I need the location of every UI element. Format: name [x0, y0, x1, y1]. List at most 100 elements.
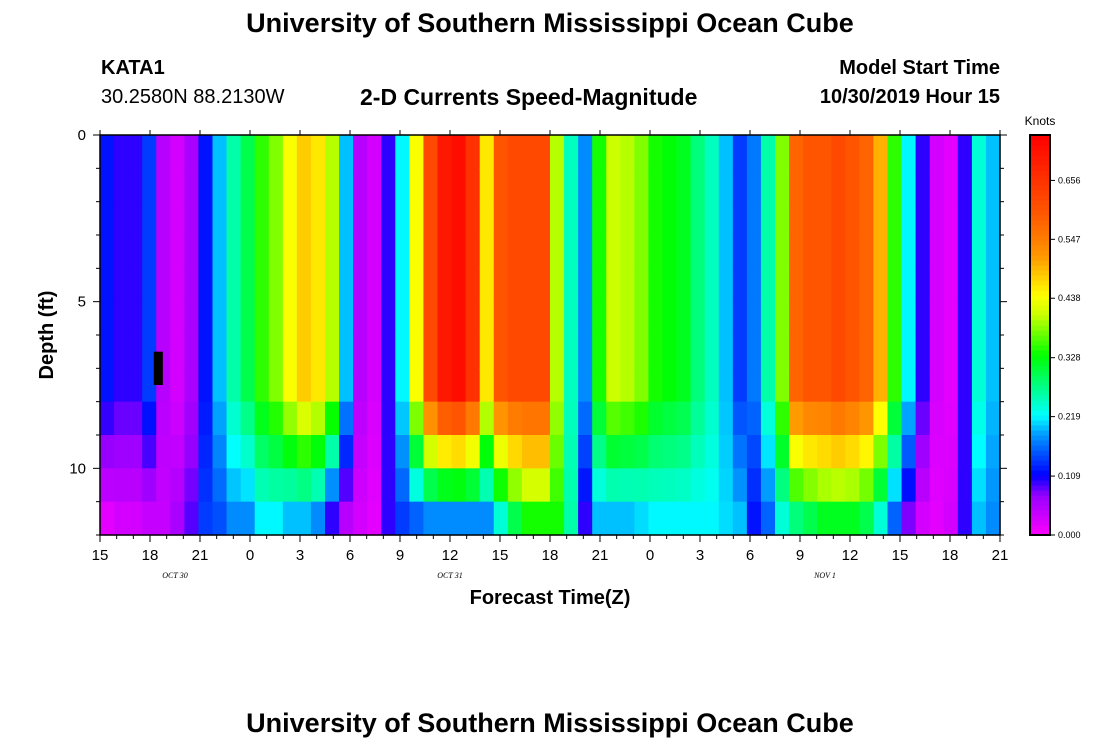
heatmap-cell — [353, 501, 368, 536]
heatmap-cell — [732, 235, 748, 269]
heatmap-cell — [634, 135, 650, 169]
heatmap-cell — [760, 335, 776, 369]
heatmap-cell — [282, 335, 298, 369]
heatmap-cell — [676, 201, 692, 236]
colorbar-band — [1030, 470, 1050, 476]
heatmap-cell — [901, 201, 917, 236]
heatmap-cell — [423, 201, 439, 236]
heatmap-cell — [184, 468, 200, 503]
heatmap-cell — [760, 301, 776, 336]
heatmap-cell — [114, 435, 129, 469]
colorbar-band — [1030, 505, 1050, 511]
heatmap-cell — [760, 168, 776, 203]
heatmap-cell — [339, 201, 354, 236]
heatmap-cell — [564, 135, 579, 169]
heatmap-cell — [943, 368, 959, 403]
heatmap-cell — [873, 435, 889, 469]
heatmap-cell — [578, 268, 593, 303]
heatmap-cell — [578, 401, 593, 436]
heatmap-cell — [606, 368, 621, 403]
heatmap-cell — [282, 501, 298, 536]
heatmap-cell — [746, 268, 762, 303]
heatmap-cell — [507, 468, 523, 503]
heatmap-cell — [746, 368, 762, 403]
heatmap-cell — [746, 468, 762, 503]
x-tick-label: 15 — [92, 547, 109, 564]
heatmap-cell — [268, 201, 284, 236]
heatmap-cell — [381, 401, 396, 436]
heatmap-cell — [901, 268, 917, 303]
heatmap-cell — [676, 268, 692, 303]
heatmap-cell — [803, 335, 818, 369]
heatmap-cell — [676, 468, 692, 503]
heatmap-cell — [114, 301, 129, 336]
heatmap-cell — [831, 301, 846, 336]
heatmap-cell — [409, 168, 425, 203]
heatmap-cell — [915, 468, 931, 503]
heatmap-cell — [550, 401, 565, 436]
heatmap-cell — [943, 301, 959, 336]
heatmap-cell — [100, 301, 115, 336]
heatmap-cell — [423, 468, 439, 503]
heatmap-cell — [409, 501, 425, 536]
heatmap-cell — [803, 201, 818, 236]
heatmap-cell — [282, 435, 298, 469]
colorbar-band — [1030, 390, 1050, 396]
colorbar-band — [1030, 335, 1050, 341]
heatmap-cell — [550, 268, 565, 303]
heatmap-cell — [831, 401, 846, 436]
heatmap-cell — [971, 368, 987, 403]
heatmap-cell — [268, 368, 284, 403]
heatmap-cell — [845, 435, 860, 469]
heatmap-cell — [226, 335, 242, 369]
heatmap-cell — [493, 301, 509, 336]
heatmap-cell — [929, 268, 945, 303]
x-tick-label: 0 — [246, 547, 254, 564]
heatmap-cell — [592, 135, 607, 169]
heatmap-cell — [184, 168, 200, 203]
heatmap-cell — [479, 501, 495, 536]
heatmap-cell — [114, 368, 129, 403]
heatmap-cell — [971, 435, 987, 469]
station-id: KATA1 — [101, 57, 165, 79]
heatmap-cell — [789, 301, 804, 336]
heatmap-cell — [479, 401, 495, 436]
colorbar-band — [1030, 420, 1050, 426]
heatmap-cell — [662, 468, 678, 503]
heatmap-cell — [985, 268, 1001, 303]
heatmap-cell — [718, 201, 734, 236]
heatmap-cell — [451, 501, 467, 536]
heatmap-cell — [648, 401, 664, 436]
heatmap-cell — [437, 268, 453, 303]
heatmap-cell — [929, 201, 945, 236]
heatmap-cell — [325, 501, 340, 536]
heatmap-cell — [676, 135, 692, 169]
heatmap-cell — [845, 401, 860, 436]
heatmap-cell — [465, 501, 481, 536]
heatmap-cell — [156, 435, 171, 469]
heatmap-cell — [957, 168, 973, 203]
heatmap-cell — [718, 468, 734, 503]
heatmap-cell — [353, 301, 368, 336]
heatmap-cell — [732, 201, 748, 236]
colorbar-band — [1030, 190, 1050, 196]
heatmap-cell — [296, 168, 312, 203]
heatmap-cell — [353, 368, 368, 403]
heatmap-cell — [156, 168, 171, 203]
colorbar-band — [1030, 485, 1050, 491]
heatmap-cell — [817, 501, 832, 536]
heatmap-cell — [493, 168, 509, 203]
heatmap-cell — [831, 468, 846, 503]
heatmap-cell — [240, 235, 256, 269]
heatmap-cell — [592, 235, 607, 269]
heatmap-cell — [128, 435, 143, 469]
heatmap-cell — [887, 168, 903, 203]
heatmap-cell — [845, 501, 860, 536]
heatmap-cell — [775, 268, 790, 303]
heatmap-cell — [578, 335, 593, 369]
heatmap-cell — [423, 501, 439, 536]
heatmap-cell — [676, 235, 692, 269]
heatmap-cell — [156, 501, 171, 536]
heatmap-cell — [493, 468, 509, 503]
heatmap-cell — [296, 268, 312, 303]
